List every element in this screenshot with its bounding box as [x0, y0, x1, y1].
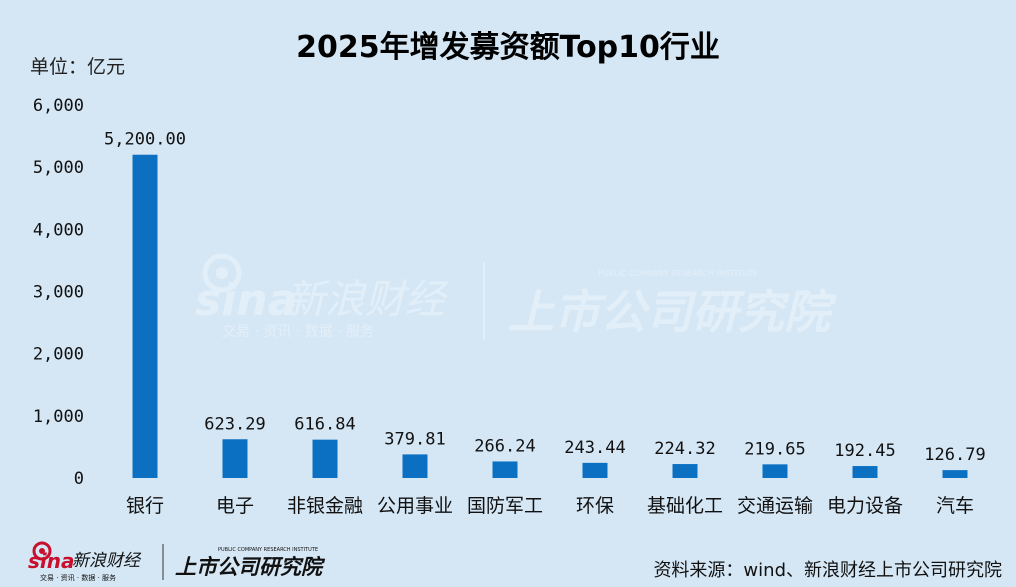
sina-eye-icon [32, 541, 52, 561]
x-tick-label: 交通运输 [737, 495, 813, 517]
bar [672, 464, 698, 478]
x-tick-label: 环保 [576, 495, 614, 517]
sina-eye-watermark-icon [202, 253, 242, 293]
x-tick-label: 公用事业 [377, 495, 453, 517]
chart-title: 2025年增发募资额Top10行业 [296, 30, 720, 65]
bar [222, 439, 248, 478]
institute-watermark: 上市公司研究院 [508, 285, 837, 339]
x-tick-label: 电力设备 [827, 495, 903, 517]
bar [852, 466, 878, 478]
x-tick-label: 银行 [126, 495, 164, 517]
sina-sub-watermark: 交易 · 资讯 · 数据 · 服务 [222, 323, 374, 340]
bar [492, 461, 518, 478]
bar [942, 470, 968, 478]
x-tick-label: 基础化工 [647, 495, 723, 517]
y-tick-label: 0 [74, 469, 84, 489]
data-label: 623.29 [204, 414, 265, 434]
data-label: 219.65 [744, 439, 805, 459]
y-tick-label: 2,000 [33, 345, 84, 365]
y-tick-label: 3,000 [33, 283, 84, 303]
sina-cn-brand-logo: 新浪财经 [72, 551, 142, 571]
data-label: 243.44 [564, 438, 625, 458]
sina-brand-watermark: sina [195, 275, 297, 326]
y-tick-label: 5,000 [33, 158, 84, 178]
data-labels-group: 5,200.00 623.29 616.84 379.81 266.24 243.44 22… [104, 130, 986, 465]
data-label: 616.84 [294, 415, 355, 435]
data-label: 379.81 [384, 429, 445, 449]
y-axis-unit-label: 单位：亿元 [30, 56, 126, 78]
x-tick-label: 非银金融 [287, 495, 363, 517]
y-tick-label: 1,000 [33, 407, 84, 427]
bar [582, 462, 608, 478]
data-label: 224.32 [654, 439, 715, 459]
x-axis: 银行 电子 非银金融 公用事业 国防军工 环保 基础化工 交通运输 电力设备 汽车 [126, 495, 974, 517]
x-tick-label: 国防军工 [467, 495, 543, 517]
y-tick-label: 6,000 [33, 96, 84, 116]
sina-brand-logo: sina [28, 549, 75, 573]
bar [402, 454, 428, 478]
institute-logo: 上市公司研究院 [175, 555, 326, 579]
institute-en-watermark: PUBLIC COMPANY RESEARCH INSTITUTE [598, 269, 758, 278]
institute-en-logo: PUBLIC COMPANY RESEARCH INSTITUTE [218, 547, 318, 553]
x-tick-label: 电子 [216, 495, 254, 517]
bar [762, 464, 788, 478]
data-label: 266.24 [474, 436, 535, 456]
y-tick-label: 4,000 [33, 220, 84, 240]
bottom-logo: sina 新浪财经 交易 · 资讯 · 数据 · 服务 PUBLIC COMPA… [28, 541, 326, 582]
x-tick-label: 汽车 [936, 495, 974, 517]
y-axis: 0 1,000 2,000 3,000 4,000 5,000 6,000 [33, 96, 84, 489]
bar [132, 154, 158, 478]
source-note: 资料来源：wind、新浪财经上市公司研究院 [653, 560, 1002, 581]
data-label: 5,200.00 [104, 130, 186, 150]
bars-group [132, 154, 968, 478]
bar [312, 439, 338, 478]
center-watermark: sina 新浪财经 交易 · 资讯 · 数据 · 服务 PUBLIC COMPA… [195, 253, 837, 340]
data-label: 126.79 [924, 445, 985, 465]
sina-sub-logo: 交易 · 资讯 · 数据 · 服务 [40, 573, 116, 582]
data-label: 192.45 [834, 441, 895, 461]
sina-cn-brand-watermark: 新浪财经 [285, 277, 449, 323]
